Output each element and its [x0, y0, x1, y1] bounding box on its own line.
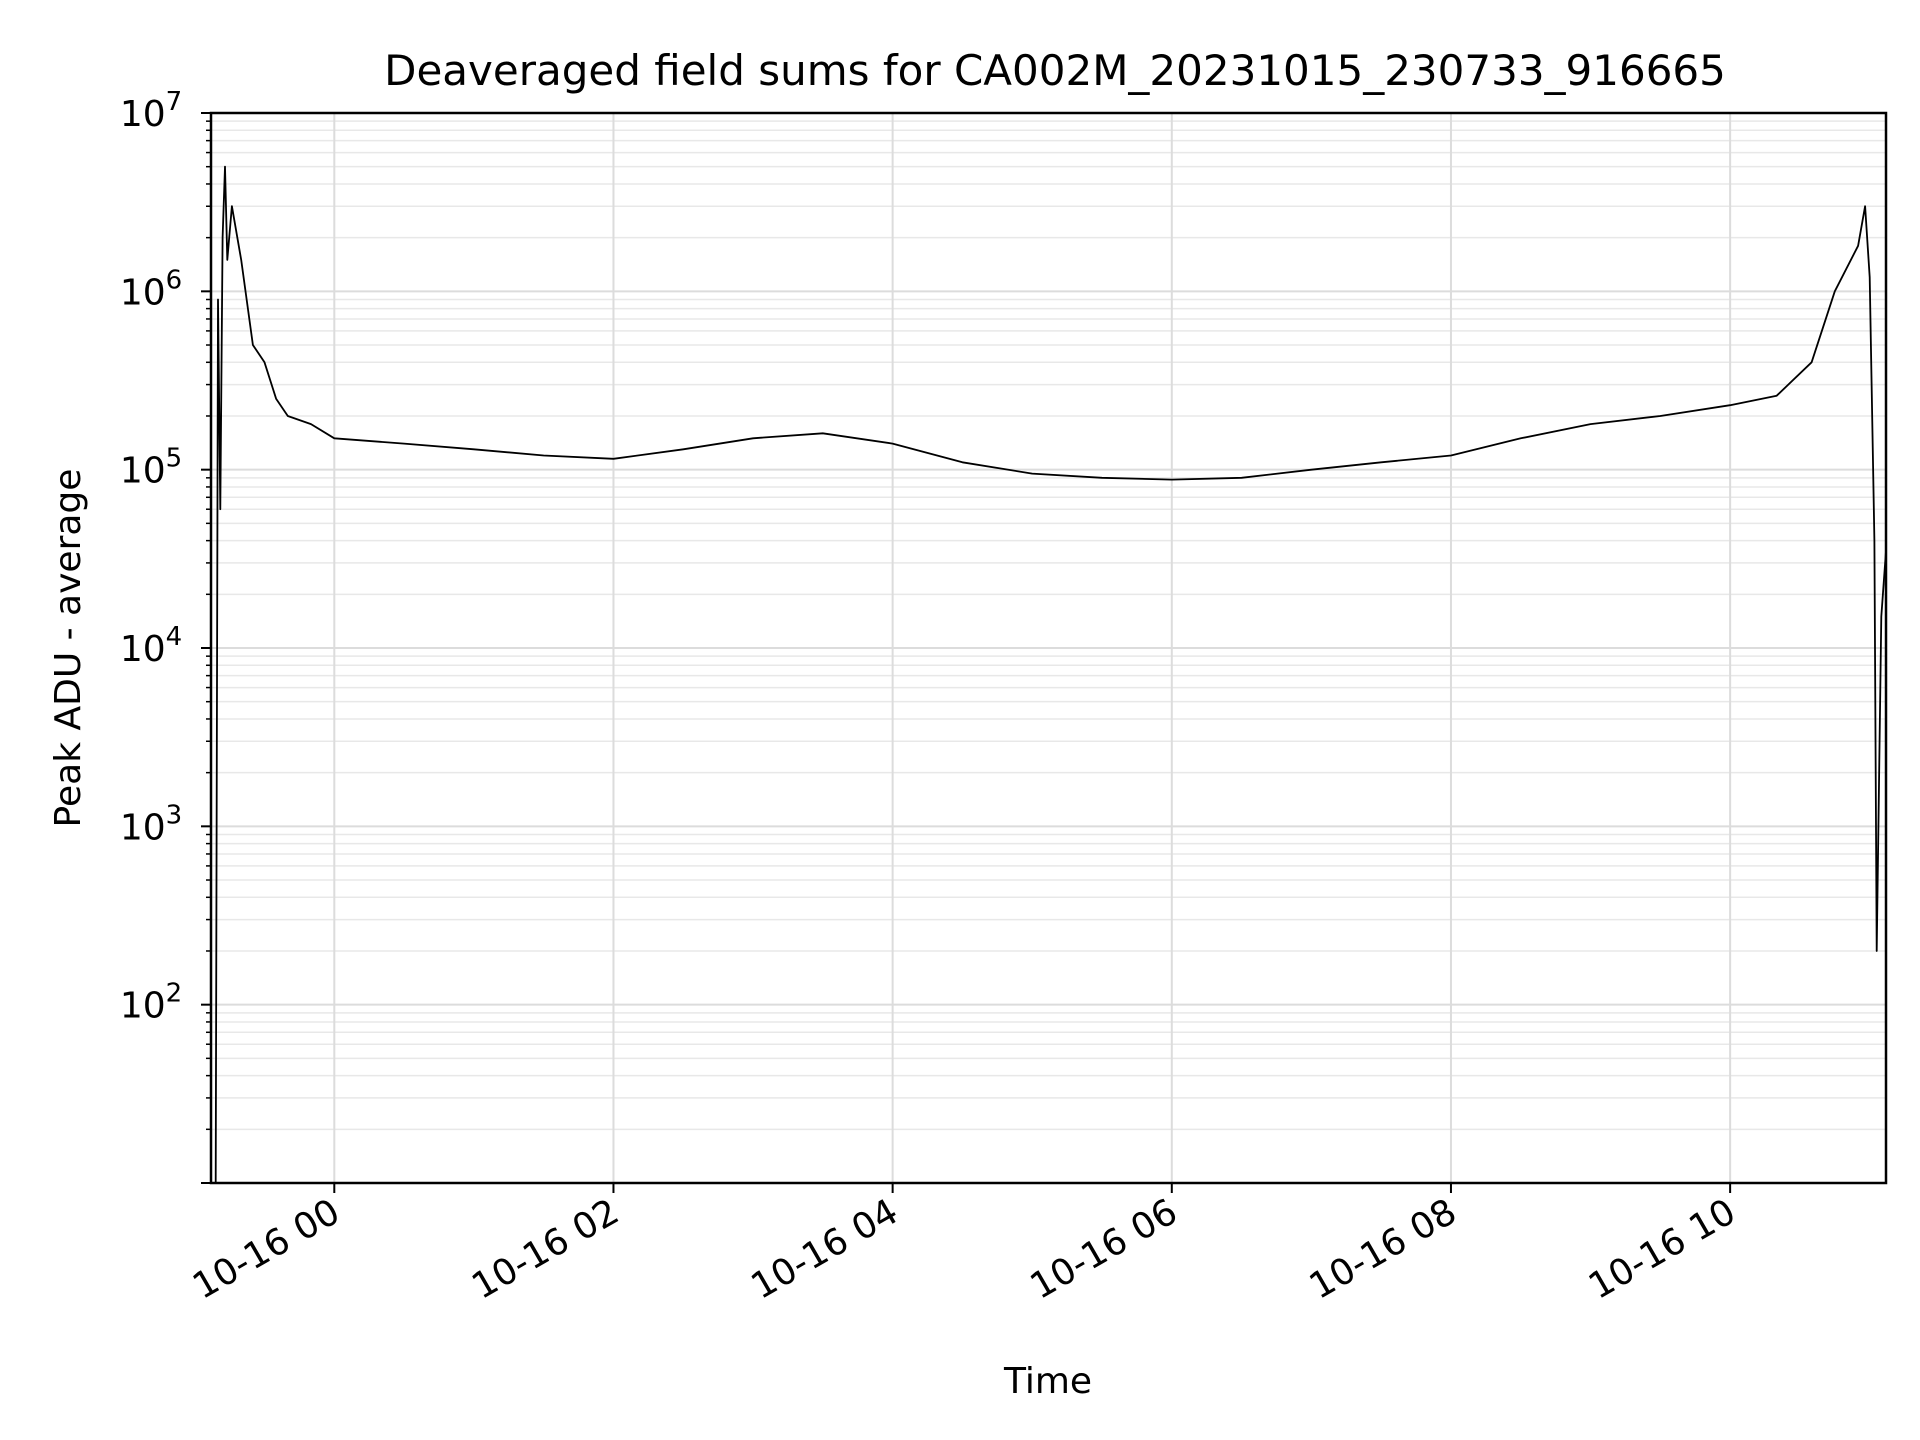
x-tick-label: 10-16 08: [1303, 1191, 1464, 1307]
y-tick-label: 107: [120, 87, 182, 135]
y-axis-label: Peak ADU - average: [48, 469, 89, 828]
x-axis: 10-16 00 10-16 02 10-16 04 10-16 06 10-16 08…: [186, 1183, 1743, 1308]
x-tick-label: 10-16 02: [465, 1191, 626, 1307]
x-tick-label: 10-16 10: [1582, 1191, 1743, 1307]
y-tick-label: 102: [120, 979, 182, 1027]
y-axis: 102 103 104 105 106 107: [120, 87, 211, 1184]
y-tick-label: 103: [120, 800, 182, 848]
x-tick-label: 10-16 00: [186, 1191, 347, 1307]
y-tick-label: 104: [120, 622, 182, 670]
y-tick-label: 106: [120, 265, 182, 313]
grid: [211, 112, 1886, 1184]
chart-title: Deaveraged field sums for CA002M_2023101…: [384, 46, 1726, 95]
data-series: [214, 165, 1887, 1184]
x-axis-label: Time: [1003, 1361, 1092, 1402]
series-line: [214, 165, 1887, 1184]
x-tick-label: 10-16 06: [1024, 1191, 1185, 1307]
y-tick-label: 105: [120, 444, 182, 492]
x-tick-label: 10-16 04: [744, 1191, 905, 1307]
